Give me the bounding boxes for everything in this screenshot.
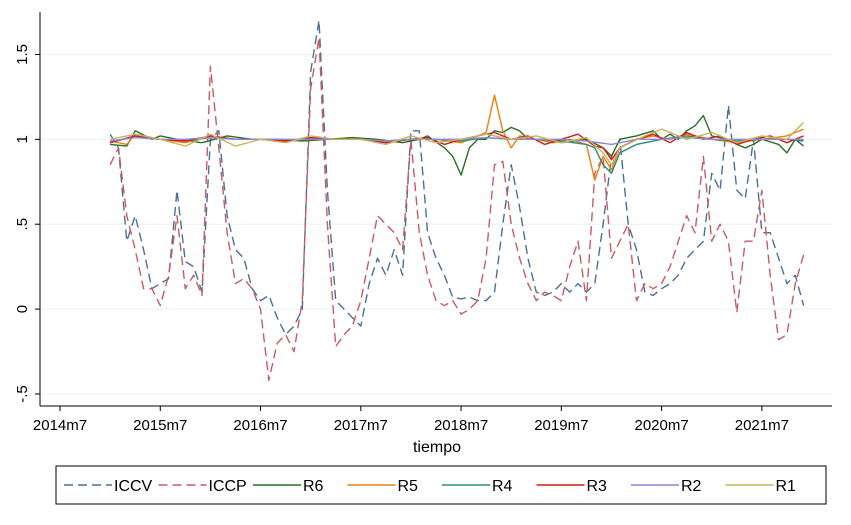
legend-label-r2: R2 [681, 478, 702, 495]
legend-label-r3: R3 [587, 478, 608, 495]
legend-label-r6: R6 [303, 478, 324, 495]
x-axis: 2014m7 2015m7 2016m7 2017m7 2018m7 2019m7 2020… [33, 405, 832, 434]
y-tick-label: 1.5 [14, 44, 31, 65]
x-tick-label: 2020m7 [634, 417, 688, 434]
legend-label-r1: R1 [776, 478, 797, 495]
legend-box [55, 465, 827, 505]
legend-label-r5: R5 [398, 478, 419, 495]
y-tick-label: .5 [14, 218, 31, 231]
x-tick-label: 2016m7 [233, 417, 287, 434]
legend-label-iccv: ICCV [114, 478, 153, 495]
y-tick-label: 0 [14, 305, 31, 313]
legend-label-r4: R4 [492, 478, 513, 495]
x-tick-label: 2014m7 [33, 417, 87, 434]
series-line-iccp [109, 36, 805, 382]
x-axis-title: tiempo [413, 439, 461, 456]
y-tick-label: -.5 [14, 385, 31, 403]
x-tick-label: 2021m7 [735, 417, 789, 434]
legend: ICCV ICCP R6 R5 R4 R3 R2 R1 [55, 465, 827, 505]
y-tick-label: 1 [14, 135, 31, 143]
series-lines [109, 19, 805, 382]
y-axis: -.5 0 .5 1 1.5 [14, 12, 41, 406]
x-tick-label: 2015m7 [133, 417, 187, 434]
x-tick-label: 2019m7 [534, 417, 588, 434]
x-tick-label: 2017m7 [334, 417, 388, 434]
legend-label-iccp: ICCP [209, 478, 247, 495]
series-line-iccv [109, 19, 805, 336]
series-line-r1 [109, 121, 805, 166]
x-tick-label: 2018m7 [434, 417, 488, 434]
